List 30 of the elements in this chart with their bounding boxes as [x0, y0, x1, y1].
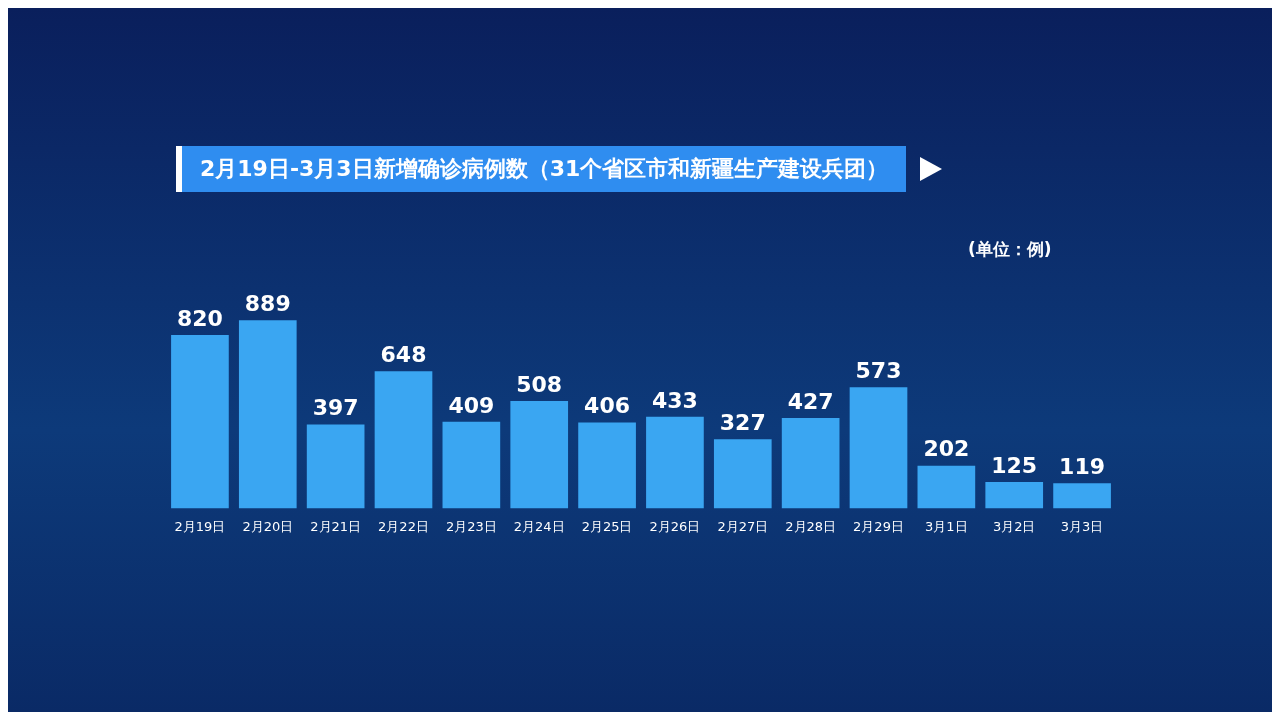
x-tick-label: 3月1日	[925, 518, 968, 534]
data-label: 820	[176, 305, 223, 331]
data-label: 119	[1059, 453, 1106, 479]
x-tick-label: 2月26日	[649, 518, 701, 534]
x-tick-label: 2月25日	[581, 518, 633, 534]
chart-subtitle: (单位：例)	[968, 238, 1052, 261]
x-tick-label: 2月22日	[378, 518, 429, 534]
data-label: 397	[312, 395, 359, 421]
data-label: 327	[719, 409, 766, 435]
x-tick-label: 2月24日	[513, 518, 565, 534]
data-label: 433	[651, 387, 698, 413]
x-tick-label: 3月3日	[1060, 518, 1104, 534]
data-label: 409	[448, 392, 495, 418]
data-label: 648	[380, 342, 427, 368]
x-tick-label: 2月20日	[242, 518, 294, 534]
data-label: 573	[855, 357, 902, 383]
chart-title: 2月19日-3月3日新增确诊病例数（31个省区市和新疆生产建设兵团）	[176, 146, 907, 192]
data-label: 508	[516, 371, 563, 397]
data-label: 406	[584, 393, 631, 419]
x-tick-label: 2月23日	[445, 518, 497, 534]
data-label: 125	[991, 452, 1038, 478]
x-tick-label: 2月19日	[174, 518, 226, 534]
data-label: 202	[923, 436, 970, 462]
x-tick-label: 2月27日	[717, 518, 769, 534]
data-label: 889	[244, 291, 291, 317]
x-tick-label: 2月28日	[785, 518, 837, 534]
x-tick-label: 2月29日	[853, 518, 904, 534]
x-tick-label: 3月2日	[992, 518, 1036, 534]
data-label: 427	[787, 388, 834, 414]
x-tick-label: 2月21日	[310, 518, 362, 534]
